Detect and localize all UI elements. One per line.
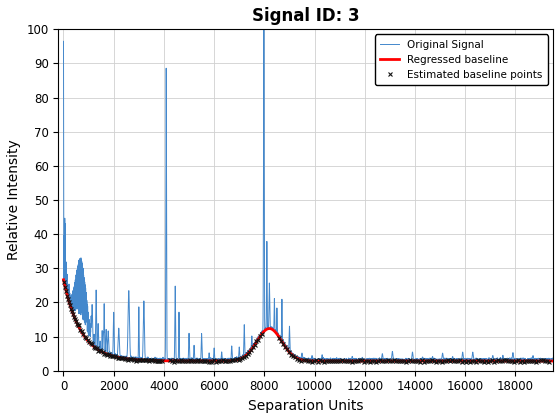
Regressed baseline [542,359,549,364]
Estimated baseline points [447,359,454,364]
Regressed baseline [60,279,67,284]
Estimated baseline points [60,279,67,284]
Original Signal [455,359,461,364]
Original Signal [60,39,67,44]
Original Signal [60,279,67,284]
Regressed baseline [60,277,67,282]
Estimated baseline points [170,360,177,365]
Line: Regressed baseline: Regressed baseline [63,280,553,361]
Original Signal [512,358,519,363]
Regressed baseline [506,359,513,364]
Original Signal [542,358,549,363]
Estimated baseline points [545,360,552,365]
Regressed baseline [429,359,436,364]
Title: Signal ID: 3: Signal ID: 3 [252,7,360,25]
Estimated baseline points [108,354,115,359]
X-axis label: Separation Units: Separation Units [248,399,363,413]
Original Signal [429,354,436,359]
Estimated baseline points [232,358,239,363]
Y-axis label: Relative Intensity: Relative Intensity [7,140,21,260]
Original Signal [550,358,557,363]
Original Signal [506,358,513,363]
Regressed baseline [487,359,494,364]
Regressed baseline [550,359,557,364]
Original Signal [260,27,267,32]
Line: Original Signal: Original Signal [63,29,553,361]
Original Signal [488,357,494,362]
Estimated baseline points [99,349,106,354]
Line: Estimated baseline points: Estimated baseline points [62,279,551,365]
Estimated baseline points [234,357,240,362]
Legend: Original Signal, Regressed baseline, Estimated baseline points: Original Signal, Regressed baseline, Est… [375,34,548,85]
Regressed baseline [512,359,519,364]
Estimated baseline points [523,358,530,363]
